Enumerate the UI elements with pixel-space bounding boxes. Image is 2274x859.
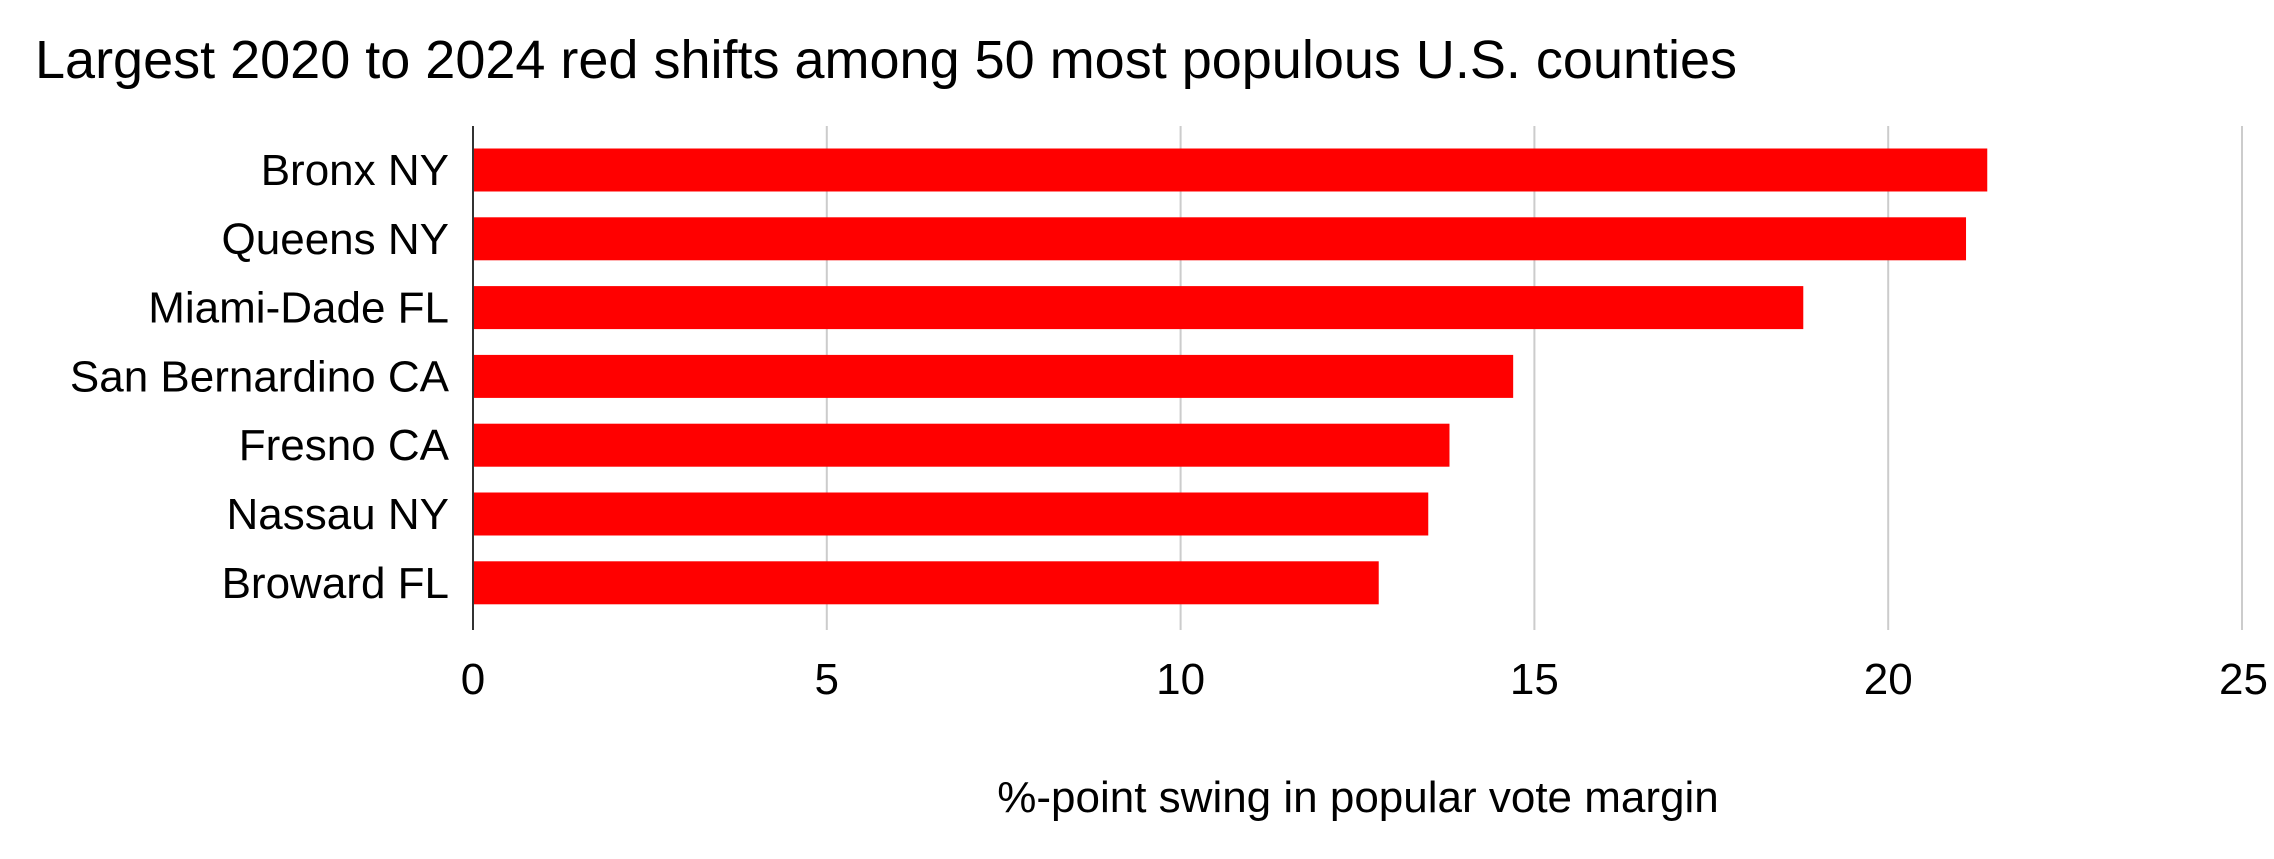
category-label: Bronx NY bbox=[261, 146, 449, 195]
category-label: Fresno CA bbox=[239, 421, 450, 470]
x-tick-label: 20 bbox=[1864, 655, 1913, 704]
category-labels: Bronx NY Queens NY Miami-Dade FL San Bernar… bbox=[70, 146, 450, 608]
category-label: Miami-Dade FL bbox=[148, 284, 449, 333]
category-label: Queens NY bbox=[222, 215, 449, 264]
x-axis-title: %-point swing in popular vote margin bbox=[997, 773, 1719, 822]
x-tick-label: 15 bbox=[1510, 655, 1559, 704]
x-tick-label: 10 bbox=[1156, 655, 1205, 704]
bar bbox=[473, 148, 1988, 192]
bar bbox=[473, 354, 1514, 398]
bar bbox=[473, 561, 1379, 605]
category-label: Broward FL bbox=[222, 559, 449, 608]
bar bbox=[473, 492, 1429, 536]
bars bbox=[473, 148, 1988, 605]
category-label: Nassau NY bbox=[226, 490, 449, 539]
bar bbox=[473, 217, 1967, 261]
bar bbox=[473, 286, 1804, 330]
x-tick-label: 0 bbox=[461, 655, 485, 704]
bar bbox=[473, 423, 1450, 467]
x-tick-label: 25 bbox=[2219, 655, 2268, 704]
x-tick-labels: 0 5 10 15 20 25 bbox=[461, 655, 2268, 704]
chart-title: Largest 2020 to 2024 red shifts among 50… bbox=[35, 30, 1737, 90]
gridlines bbox=[825, 126, 2243, 630]
x-tick-label: 5 bbox=[815, 655, 839, 704]
category-label: San Bernardino CA bbox=[70, 352, 450, 401]
